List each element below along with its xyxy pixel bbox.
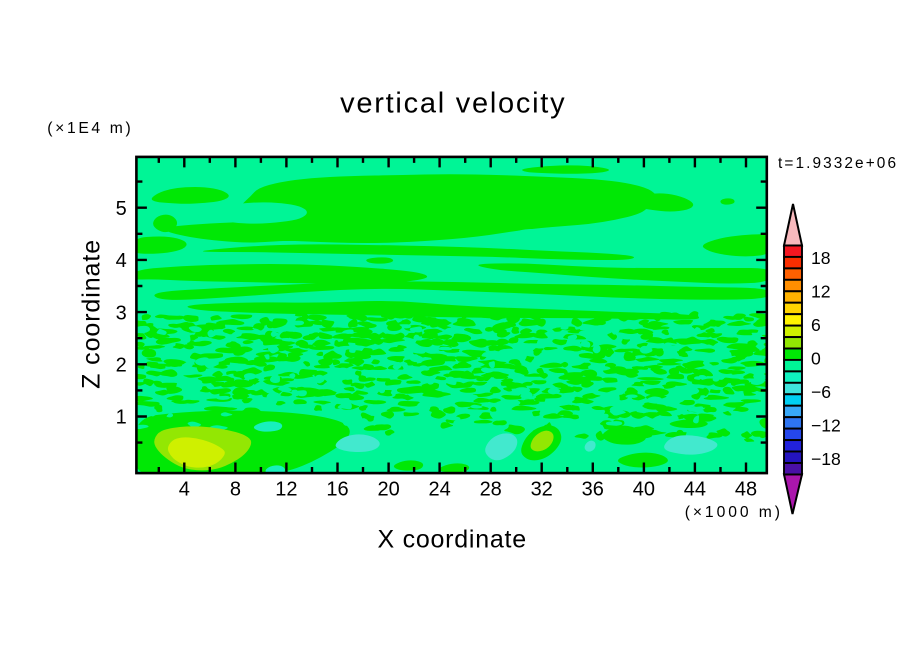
svg-text:12: 12 xyxy=(811,282,831,302)
svg-text:4: 4 xyxy=(116,250,127,272)
svg-text:48: 48 xyxy=(735,478,757,500)
svg-text:5: 5 xyxy=(116,198,127,220)
svg-text:16: 16 xyxy=(326,478,348,500)
svg-text:4: 4 xyxy=(179,478,190,500)
svg-text:(×1000 m): (×1000 m) xyxy=(685,504,780,521)
svg-text:8: 8 xyxy=(230,478,241,500)
svg-text:−12: −12 xyxy=(811,416,841,436)
svg-text:20: 20 xyxy=(377,478,399,500)
svg-text:1: 1 xyxy=(116,407,127,429)
svg-text:0: 0 xyxy=(811,349,821,369)
svg-text:12: 12 xyxy=(275,478,297,500)
svg-text:Z coordinate: Z coordinate xyxy=(78,240,106,389)
svg-text:t=1.9332e+06: t=1.9332e+06 xyxy=(778,155,896,172)
svg-text:18: 18 xyxy=(811,248,831,268)
svg-text:−18: −18 xyxy=(811,449,841,469)
svg-text:24: 24 xyxy=(428,478,450,500)
svg-text:−6: −6 xyxy=(811,382,831,402)
svg-text:32: 32 xyxy=(531,478,553,500)
svg-text:44: 44 xyxy=(684,478,706,500)
svg-text:3: 3 xyxy=(116,302,127,324)
svg-text:X coordinate: X coordinate xyxy=(377,526,526,554)
svg-text:2: 2 xyxy=(116,355,127,377)
svg-text:28: 28 xyxy=(480,478,502,500)
svg-text:36: 36 xyxy=(582,478,604,500)
svg-text:vertical velocity: vertical velocity xyxy=(340,88,565,120)
svg-text:40: 40 xyxy=(633,478,655,500)
svg-text:6: 6 xyxy=(811,315,821,335)
